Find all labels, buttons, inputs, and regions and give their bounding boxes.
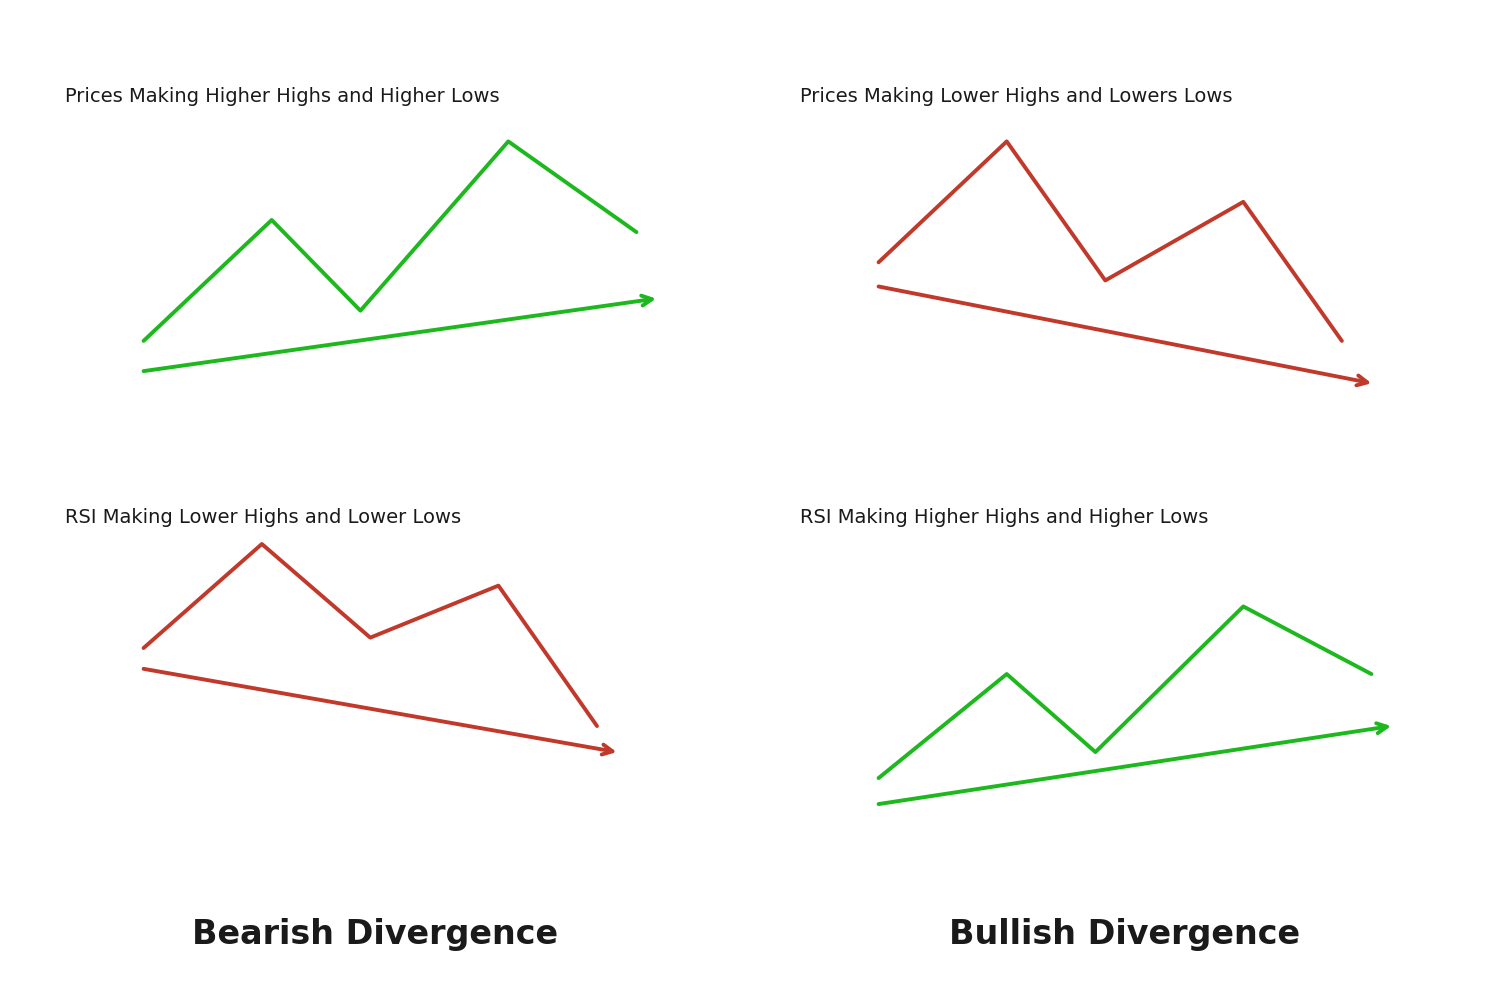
Text: Prices Making Lower Highs and Lowers Lows: Prices Making Lower Highs and Lowers Low… bbox=[800, 87, 1232, 106]
Text: RSI Making Higher Highs and Higher Lows: RSI Making Higher Highs and Higher Lows bbox=[800, 508, 1208, 526]
Text: Bullish Divergence: Bullish Divergence bbox=[950, 918, 1300, 952]
Text: Prices Making Higher Highs and Higher Lows: Prices Making Higher Highs and Higher Lo… bbox=[64, 87, 500, 106]
Text: RSI Making Lower Highs and Lower Lows: RSI Making Lower Highs and Lower Lows bbox=[64, 508, 460, 526]
Text: Bearish Divergence: Bearish Divergence bbox=[192, 918, 558, 952]
